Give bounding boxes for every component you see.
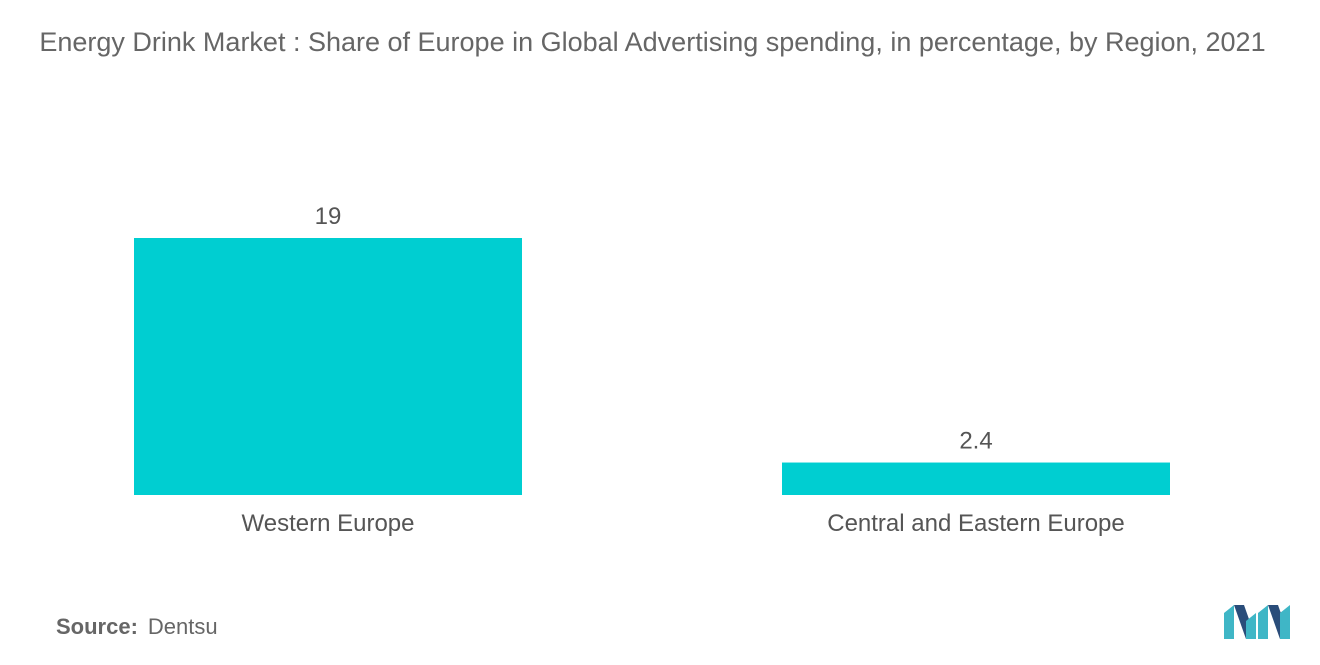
source-label: Source: <box>56 614 138 639</box>
chart-title: Energy Drink Market : Share of Europe in… <box>39 27 1266 57</box>
data-label-0: 19 <box>315 203 342 230</box>
category-label-1: Central and Eastern Europe <box>827 510 1125 537</box>
bar-1 <box>782 462 1170 495</box>
source-note: Source: Dentsu <box>56 614 218 640</box>
brand-logo-icon <box>1224 605 1290 639</box>
data-label-1: 2.4 <box>959 428 992 455</box>
source-value: Dentsu <box>147 614 218 639</box>
category-label-0: Western Europe <box>242 510 415 537</box>
bar-0 <box>134 238 522 495</box>
